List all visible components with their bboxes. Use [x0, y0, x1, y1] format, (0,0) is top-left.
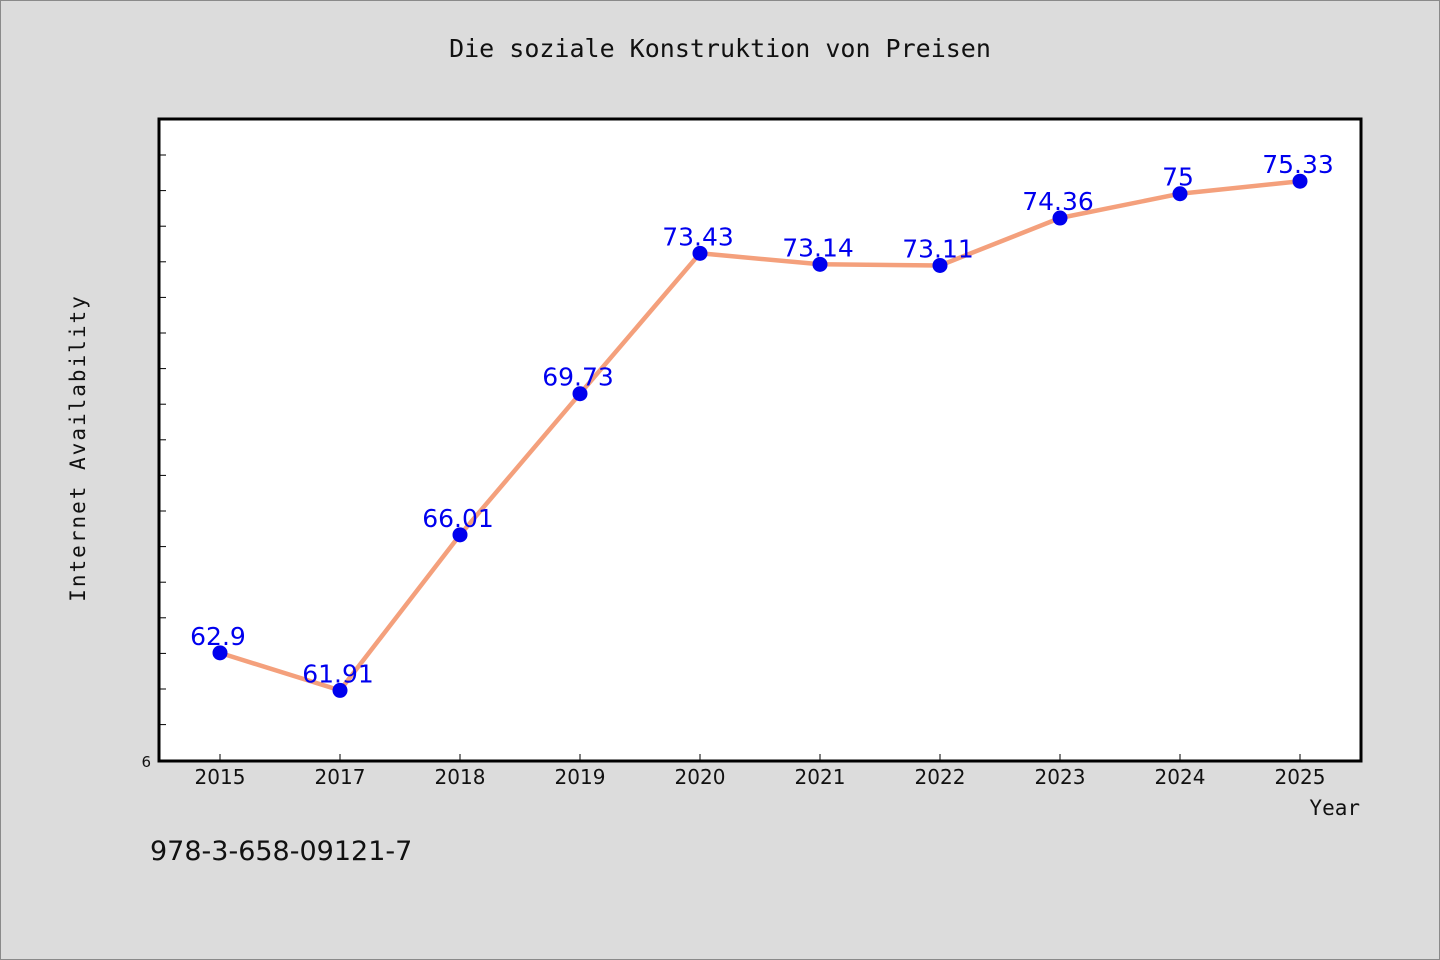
data-label: 61.91: [302, 659, 374, 688]
data-label: 75.33: [1262, 150, 1334, 179]
data-point: [1292, 173, 1308, 189]
data-point: [452, 527, 468, 543]
chart-title: Die soziale Konstruktion von Preisen: [449, 34, 991, 63]
data-label: 69.73: [542, 363, 614, 392]
x-tick-label: 2015: [195, 765, 246, 789]
data-point: [1172, 186, 1188, 202]
x-tick-label: 2021: [795, 765, 846, 789]
x-tick-label: 2019: [555, 765, 606, 789]
data-point: [1052, 210, 1068, 226]
data-label: 73.11: [902, 234, 974, 263]
x-axis-ticks: 2015 2017 2018 2019 2020 2021 2022 2023 2024 2025: [195, 754, 1326, 789]
isbn-text: 978-3-658-09121-7: [150, 836, 413, 867]
plot-area: [157, 117, 1363, 763]
x-tick-label: 2017: [315, 765, 366, 789]
data-label: 66.01: [422, 504, 494, 533]
x-tick-label: 2020: [675, 765, 726, 789]
x-tick-label: 2023: [1035, 765, 1086, 789]
data-point: [812, 256, 828, 272]
data-point: [212, 645, 228, 661]
x-axis-label: Year: [1309, 796, 1360, 820]
y-tick-label: 6: [141, 753, 151, 771]
data-label: 62.9: [190, 622, 246, 651]
data-point: [932, 257, 948, 273]
data-point: [572, 386, 588, 402]
data-point: [332, 682, 348, 698]
data-label: 73.14: [782, 233, 854, 262]
series-line: [217, 178, 1303, 693]
series-group: 62.9 61.91 66.01 69.73 73.43 73.14 73.11 74.36 7…: [190, 150, 1334, 698]
x-tick-label: 2024: [1155, 765, 1206, 789]
x-tick-label: 2025: [1275, 765, 1326, 789]
x-tick-label: 2022: [915, 765, 966, 789]
y-axis-ticks: 6: [141, 154, 166, 771]
data-label: 75: [1162, 163, 1194, 192]
x-tick-label: 2018: [435, 765, 486, 789]
data-label: 73.43: [662, 222, 734, 251]
data-point: [692, 245, 708, 261]
data-label: 74.36: [1022, 187, 1094, 216]
